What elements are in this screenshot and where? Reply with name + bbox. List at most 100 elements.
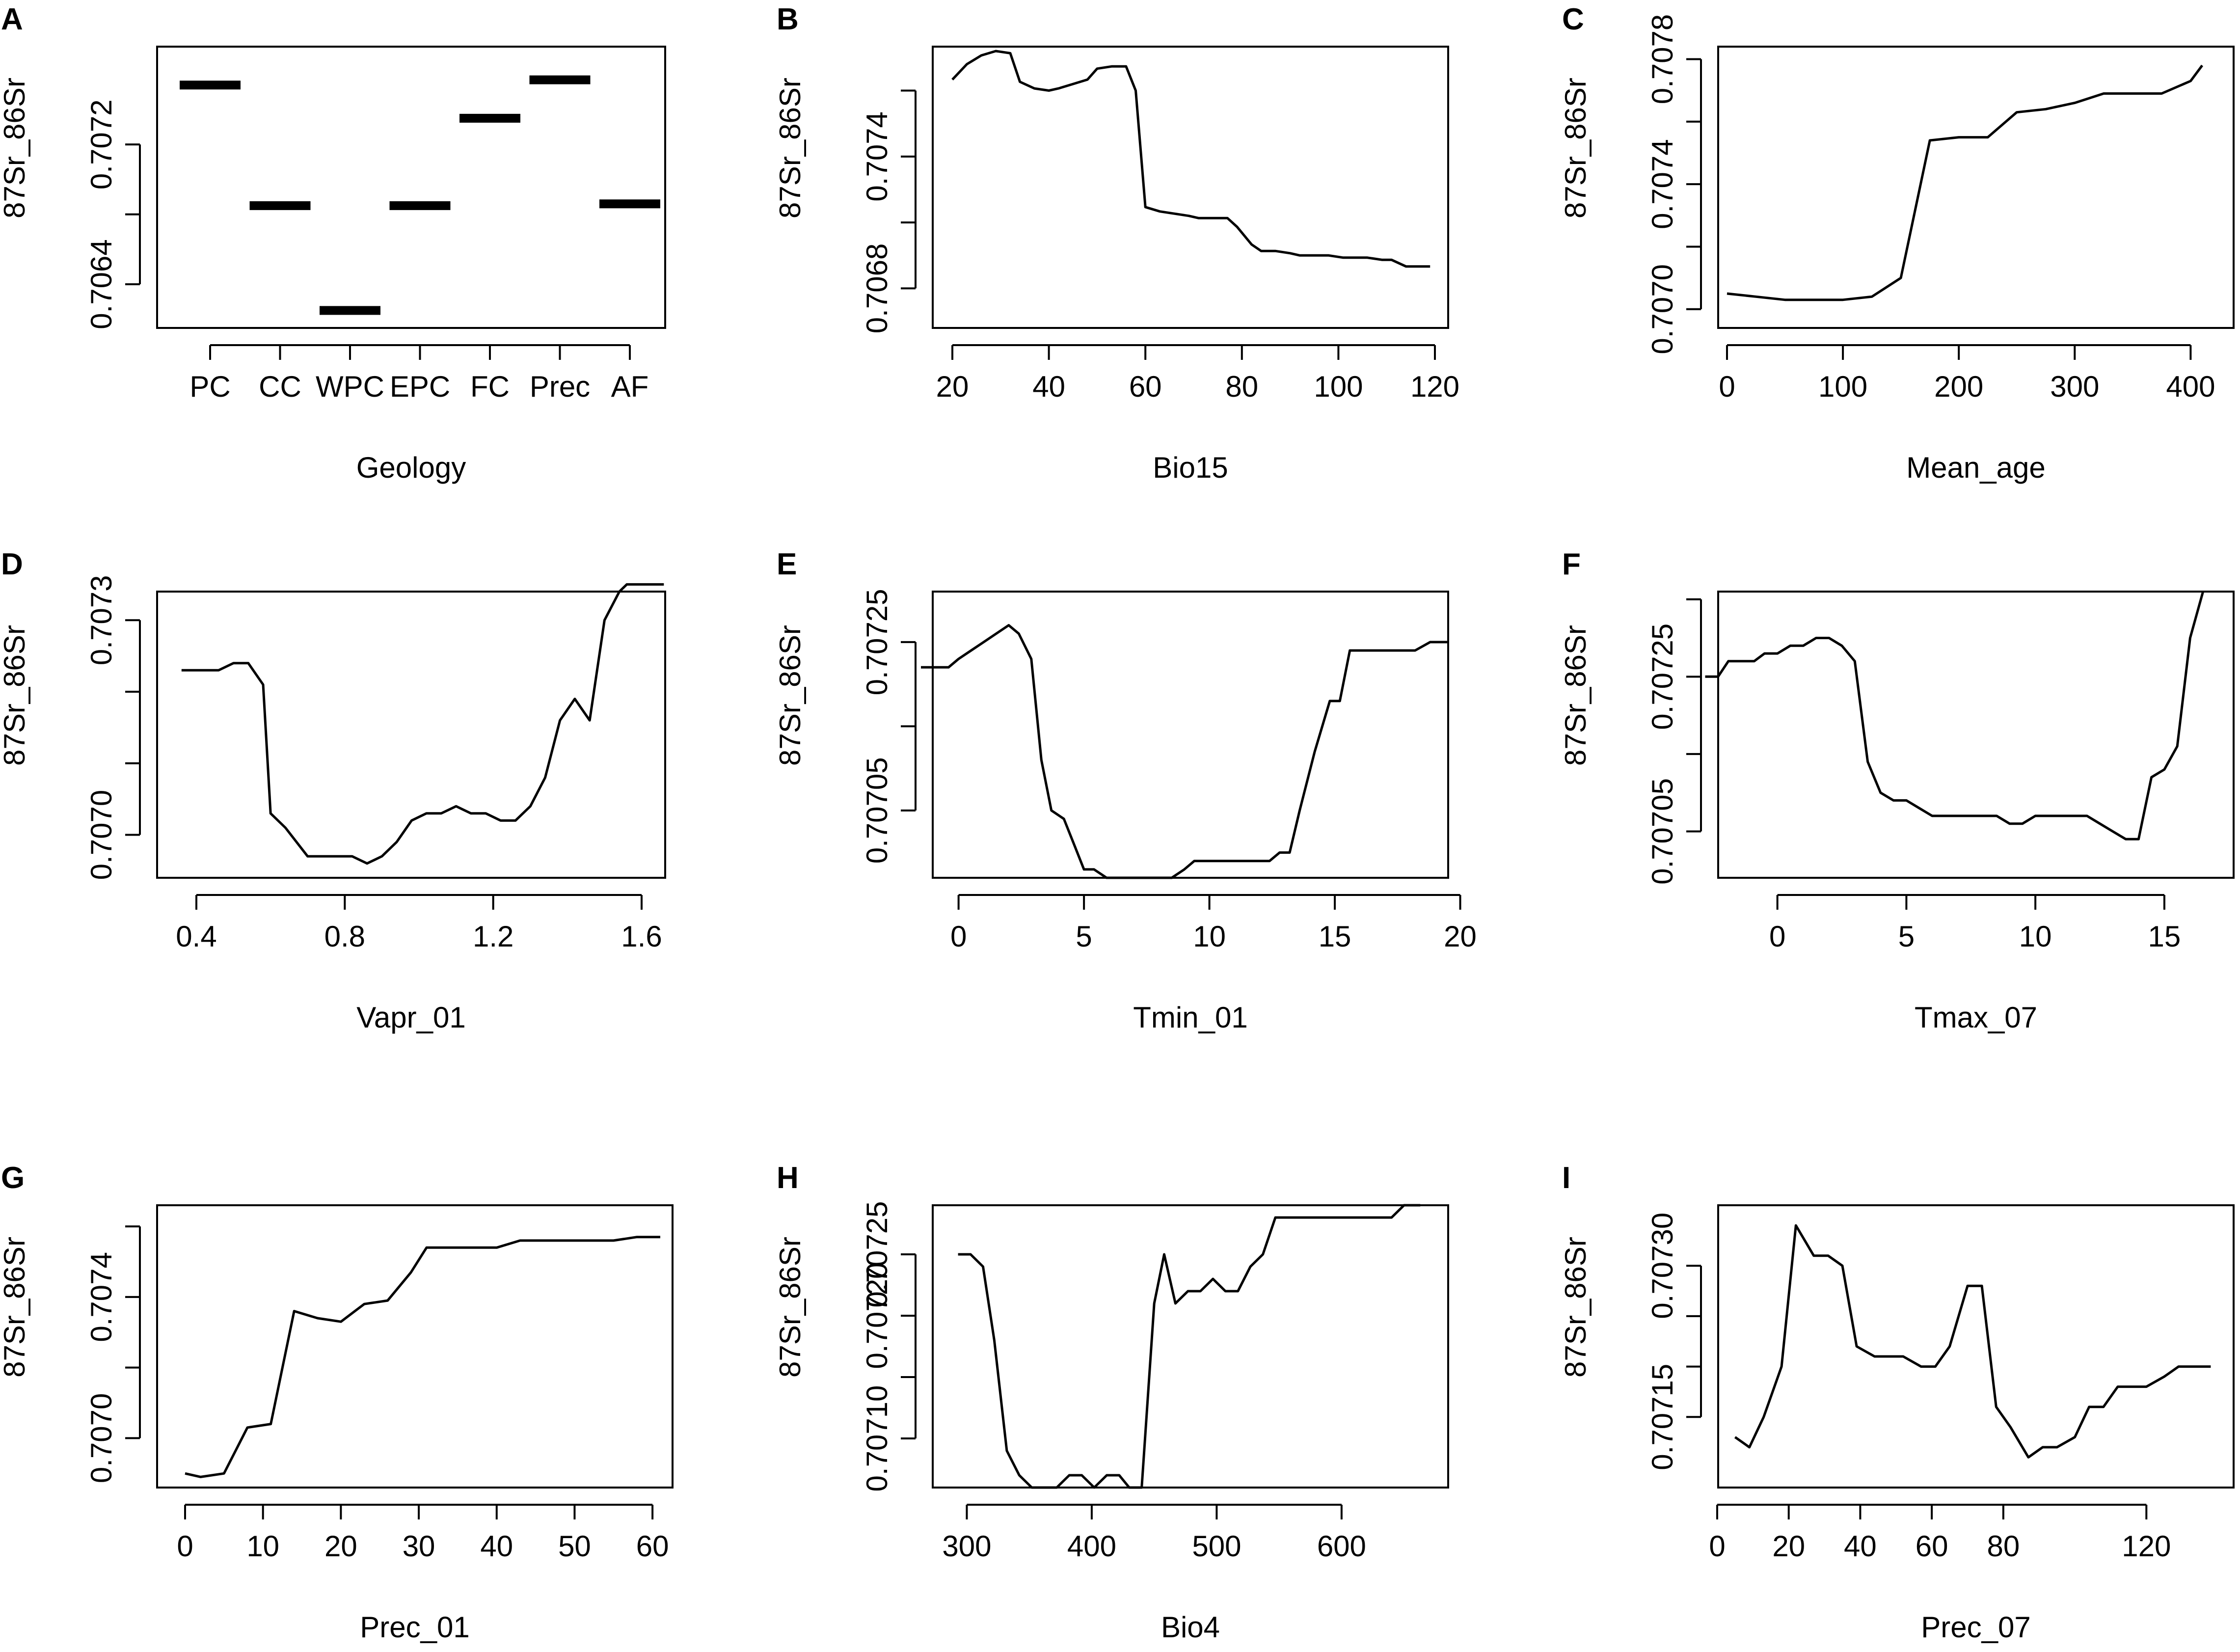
chart-d-series-line — [181, 583, 664, 865]
chart-a-x-tick-label: AF — [611, 370, 649, 403]
chart-e-x-tick-label: 20 — [1444, 920, 1477, 953]
chart-a-y-axis-label: 87Sr_86Sr — [0, 78, 31, 218]
chart-e-plot-frame — [932, 591, 1449, 879]
chart-c-plot-frame — [1717, 46, 2235, 329]
chart-g-x-tick-label: 60 — [636, 1530, 669, 1563]
chart-b-x-tick-label: 40 — [1032, 370, 1065, 403]
chart-d-panel-letter: D — [1, 547, 23, 581]
chart-d-x-axis-label: Vapr_01 — [356, 1001, 465, 1034]
chart-c-x-tick-label: 100 — [1818, 370, 1867, 403]
chart-c-y-tick-label: 0.7074 — [1646, 139, 1679, 229]
chart-b-x-axis-label: Bio15 — [1153, 451, 1228, 484]
chart-h-panel-letter: H — [777, 1161, 799, 1195]
chart-i-x-tick-label: 80 — [1987, 1530, 2020, 1563]
chart-a-x-tick-label: PC — [189, 370, 230, 403]
chart-b-x-tick-label: 80 — [1225, 370, 1258, 403]
chart-a-x-tick-label: FC — [470, 370, 510, 403]
chart-c-y-tick-label: 0.7078 — [1646, 14, 1679, 105]
chart-a-plot-frame — [156, 46, 666, 329]
chart-e-x-tick-label: 15 — [1319, 920, 1351, 953]
chart-i-x-tick-label: 40 — [1844, 1530, 1877, 1563]
chart-c-panel-letter: C — [1562, 2, 1584, 36]
chart-c-y-axis-label: 87Sr_86Sr — [1559, 78, 1592, 218]
chart-g-y-tick-label: 0.7070 — [85, 1393, 118, 1484]
chart-g-x-tick-label: 0 — [177, 1530, 193, 1563]
chart-e-x-tick-label: 0 — [950, 920, 967, 953]
chart-c-x-tick-label: 400 — [2166, 370, 2215, 403]
chart-i-x-tick-label: 60 — [1916, 1530, 1948, 1563]
chart-h-plot-frame — [932, 1204, 1449, 1489]
chart-a-x-tick-label: Prec — [530, 370, 590, 403]
chart-i-y-tick-label: 0.70730 — [1646, 1213, 1679, 1319]
chart-e-y-axis-label: 87Sr_86Sr — [774, 625, 807, 766]
chart-i-x-tick-label: 120 — [2122, 1530, 2171, 1563]
chart-g-x-axis-label: Prec_01 — [360, 1611, 469, 1644]
chart-d-y-tick-label: 0.7070 — [85, 790, 118, 880]
chart-f-panel-letter: F — [1562, 547, 1581, 581]
chart-c-x-tick-label: 200 — [1934, 370, 1983, 403]
chart-g-x-tick-label: 10 — [246, 1530, 279, 1563]
chart-a-group: A 0.7064 0.7072 87Sr_86Sr PC CC WPC EPC FC Prec AF… — [0, 2, 666, 484]
chart-e-x-axis-label: Tmin_01 — [1133, 1001, 1247, 1034]
chart-b-x-tick-label: 120 — [1410, 370, 1459, 403]
chart-f-x-tick-label: 15 — [2148, 920, 2181, 953]
chart-h-x-tick-label: 500 — [1192, 1530, 1241, 1563]
chart-f-series-line — [1705, 591, 2205, 840]
chart-e-group: E 0.70705 0.70725 87Sr_86Sr 0 5 10 15 20 Tmin_01 — [774, 547, 1477, 1034]
chart-h-y-axis-label: 87Sr_86Sr — [774, 1237, 807, 1378]
chart-g-group: G 0.7070 0.7074 87Sr_86Sr 0 10 20 30 40 50 60 Prec_… — [0, 1161, 674, 1644]
chart-b-x-tick-label: 20 — [936, 370, 969, 403]
chart-c-x-axis-label: Mean_age — [1906, 451, 2046, 484]
chart-i-series-line — [1734, 1224, 2211, 1459]
chart-g-x-tick-label: 50 — [558, 1530, 591, 1563]
chart-d-x-tick-label: 1.2 — [473, 920, 513, 953]
chart-i-x-tick-label: 0 — [1709, 1530, 1725, 1563]
chart-g-y-tick-label: 0.7074 — [85, 1252, 118, 1342]
chart-c-series-line — [1727, 64, 2204, 301]
chart-a-x-tick-label: WPC — [316, 370, 384, 403]
chart-b-panel-letter: B — [777, 2, 799, 36]
chart-h-y-tick-label: 0.70725 — [861, 1201, 893, 1308]
chart-d-y-tick-label: 0.7073 — [85, 575, 118, 666]
chart-h-x-tick-label: 300 — [942, 1530, 991, 1563]
chart-b-group: B 0.7068 0.7074 87Sr_86Sr 20 40 60 80 100 120 Bio1… — [774, 2, 1459, 484]
chart-b-plot-frame — [932, 46, 1449, 329]
chart-g-series-line — [185, 1236, 660, 1478]
chart-b-x-tick-label: 60 — [1129, 370, 1162, 403]
chart-c-x-tick-label: 300 — [2050, 370, 2099, 403]
chart-h-series-line — [958, 1204, 1421, 1489]
chart-h-x-tick-label: 600 — [1317, 1530, 1366, 1563]
chart-h-x-axis-label: Bio4 — [1161, 1611, 1220, 1644]
chart-f-y-tick-label: 0.70725 — [1646, 623, 1679, 730]
chart-f-group: F 0.70705 0.70725 87Sr_86Sr 0 5 10 15 Tmax_07 — [1559, 547, 2235, 1034]
chart-e-x-tick-label: 10 — [1193, 920, 1226, 953]
chart-e-panel-letter: E — [777, 547, 797, 581]
chart-b-x-tick-label: 100 — [1314, 370, 1363, 403]
chart-i-panel-letter: I — [1562, 1161, 1570, 1195]
chart-b-y-axis-label: 87Sr_86Sr — [774, 78, 807, 218]
chart-f-x-tick-label: 5 — [1898, 920, 1915, 953]
chart-h-y-tick-label: 0.70710 — [861, 1385, 893, 1492]
chart-d-group: D 0.7070 0.7073 87Sr_86Sr 0.4 0.8 1.2 1.6 Vapr_0… — [0, 547, 666, 1034]
chart-b-y-tick-label: 0.7068 — [861, 244, 893, 334]
chart-i-group: I 0.70715 0.70730 87Sr_86Sr 0 20 40 60 80 120 Prec… — [1559, 1161, 2235, 1644]
chart-g-x-tick-label: 40 — [480, 1530, 513, 1563]
chart-d-plot-frame — [156, 591, 666, 879]
chart-d-x-tick-label: 0.8 — [324, 920, 365, 953]
chart-e-series-line — [921, 624, 1448, 879]
chart-d-x-tick-label: 0.4 — [176, 920, 216, 953]
chart-i-x-axis-label: Prec_07 — [1921, 1611, 2030, 1644]
chart-f-x-axis-label: Tmax_07 — [1915, 1001, 2037, 1034]
chart-a-x-axis-label: Geology — [356, 451, 466, 484]
chart-i-plot-frame — [1717, 1204, 2235, 1489]
chart-a-y-tick-label: 0.7064 — [85, 239, 118, 329]
chart-h-x-tick-label: 400 — [1067, 1530, 1116, 1563]
chart-g-y-axis-label: 87Sr_86Sr — [0, 1237, 31, 1378]
chart-a-x-tick-label: EPC — [390, 370, 450, 403]
chart-f-plot-frame — [1717, 591, 2235, 879]
chart-h-y-tick-label: 0.70720 — [861, 1263, 893, 1369]
chart-g-x-tick-label: 30 — [403, 1530, 435, 1563]
chart-e-y-tick-label: 0.70725 — [861, 589, 893, 695]
chart-g-plot-frame — [156, 1204, 674, 1489]
